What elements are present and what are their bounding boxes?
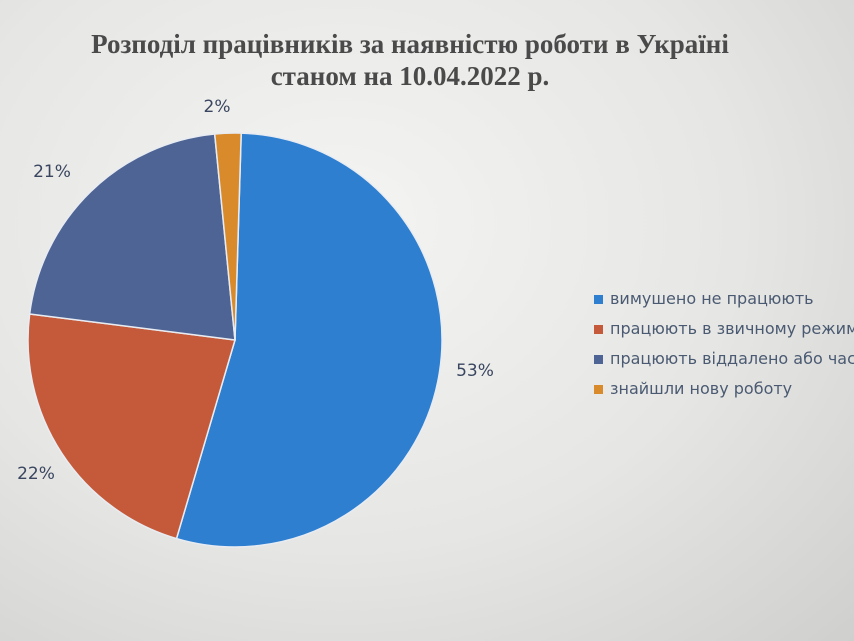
legend-label: вимушено не працюють bbox=[610, 289, 814, 308]
legend-item: вимушено не працюють bbox=[594, 286, 854, 316]
slice-value-label: 22% bbox=[17, 464, 55, 484]
chart-title-line-2: станом на 10.04.2022 р. bbox=[270, 61, 550, 91]
legend-item: працюють в звичному режим bbox=[594, 316, 854, 346]
chart-title-line-1: Розподіл працівників за наявністю роботи… bbox=[91, 29, 729, 59]
legend-item: працюють віддалено або част bbox=[594, 346, 854, 376]
pie-slice bbox=[175, 132, 443, 548]
legend-item: знайшли нову роботу bbox=[594, 376, 854, 406]
pie-slice bbox=[28, 133, 236, 341]
pie-slice bbox=[27, 313, 236, 540]
legend-swatch bbox=[594, 325, 603, 334]
slice-value-label: 2% bbox=[204, 97, 231, 117]
slice-value-label: 53% bbox=[456, 361, 494, 381]
legend-label: працюють віддалено або част bbox=[610, 349, 854, 368]
legend: вимушено не працюють працюють в звичному… bbox=[594, 286, 854, 406]
legend-swatch bbox=[594, 385, 603, 394]
slice-value-label: 21% bbox=[33, 162, 71, 182]
pie-slice bbox=[213, 132, 242, 341]
legend-swatch bbox=[594, 355, 603, 364]
legend-label: працюють в звичному режим bbox=[610, 319, 854, 338]
legend-swatch bbox=[594, 295, 603, 304]
legend-label: знайшли нову роботу bbox=[610, 379, 793, 398]
chart-title: Розподіл працівників за наявністю роботи… bbox=[60, 28, 760, 92]
